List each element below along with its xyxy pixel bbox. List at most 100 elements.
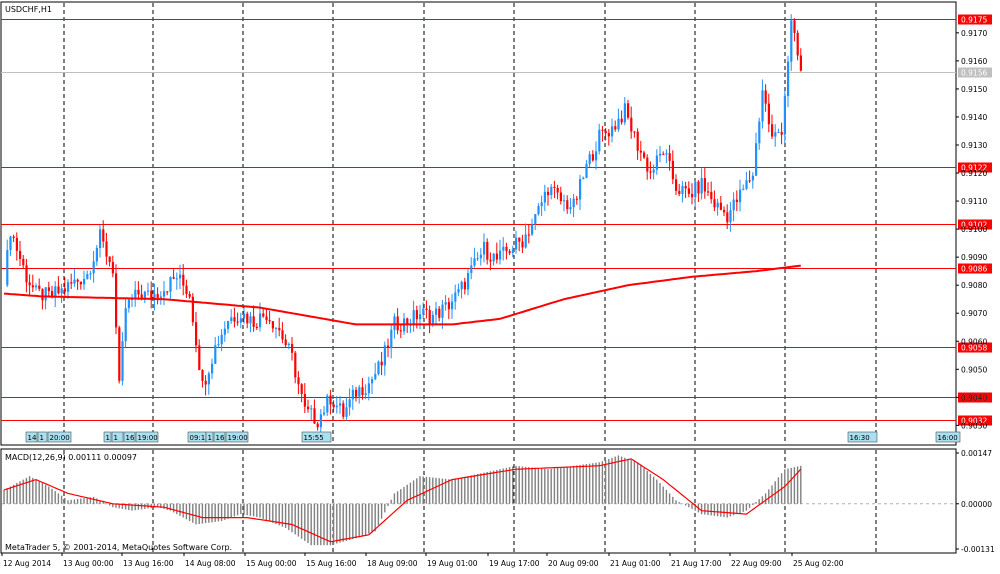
candle-body [230,317,233,322]
candle-body [435,308,438,315]
candle-body [422,308,425,315]
candle-body [246,313,249,324]
candle-body [255,326,258,328]
main-chart-frame [0,1,957,446]
candle-body [95,247,98,262]
candle-body [707,191,710,193]
candle-body [118,327,121,381]
candle-body [607,133,610,137]
candle-body [441,304,444,318]
time-axis-label: 14 Aug 08:00 [185,559,236,568]
candle-body [140,294,143,300]
candle-body [604,130,607,134]
candle-body [623,103,626,123]
candle-body [761,90,764,122]
candle-body [726,212,729,223]
candle-body [499,250,502,260]
candle-body [54,286,57,296]
candle-body [399,330,402,332]
candle-body [790,20,793,62]
price-tick-label: 0.9150 [961,85,987,94]
candle-body [153,294,156,301]
candle-body [723,209,726,213]
candle-body [659,153,662,156]
candle-body [175,278,178,280]
candle-body [371,379,374,384]
candle-body [99,229,102,248]
candle-body [694,181,697,198]
candle-body [700,178,703,194]
candle-body [31,285,34,288]
time-axis-label: 25 Aug 02:00 [793,559,844,568]
candle-body [300,384,303,395]
candle-body [342,403,345,417]
candles [6,14,802,438]
candle-body [476,258,479,260]
candle-body [649,171,652,173]
candle-body [438,308,441,318]
time-axis-label: 15 Aug 00:00 [246,559,297,568]
time-marker-label: 16:30 [850,434,870,442]
candle-body [431,314,434,324]
candle-body [198,345,201,371]
candle-body [559,192,562,202]
candle-body [323,412,326,415]
price-label-box [958,14,992,25]
candle-body [540,202,543,207]
price-tick-label: 0.9110 [961,197,987,206]
candle-body [537,206,540,215]
horizontal-lines[interactable]: 0.9175 0.9122 0.9102 0.9086 0.9058 0.9040 0.90… [1,14,992,426]
candle-body [249,316,252,324]
candle-body [713,199,716,208]
candle-body [518,237,521,242]
candle-body [665,153,668,155]
candle-body [732,199,735,211]
time-axis-label: 21 Aug 17:00 [671,559,722,568]
time-marker-label: 14 [28,434,37,442]
candle-body [553,186,556,188]
candle-body [73,279,76,284]
time-axis: 12 Aug 2014 13 Aug 00:00 13 Aug 16:00 14 Au… [1,553,844,568]
candle-body [764,90,767,104]
candle-body [735,199,738,203]
moving-average [3,264,801,326]
candle-body [137,289,140,295]
candle-body [451,301,454,310]
candle-body [310,408,313,410]
time-axis-label: 18 Aug 09:00 [367,559,418,568]
time-markers: 14 1 20:00 1 1 16 19:00 09:1 1 16 19:00 15:55 16:30 1… [25,431,961,443]
candle-body [630,117,633,132]
time-marker-box [205,431,214,443]
candle-body [156,294,159,299]
candle-body [307,406,310,410]
candle-body [115,273,118,328]
candle-body [124,308,127,342]
time-marker-box [225,431,249,443]
candle-body [447,302,450,310]
candle-body [479,254,482,259]
time-axis-label: 20 Aug 09:00 [548,559,599,568]
candle-body [739,189,742,203]
candle-body [214,345,217,364]
candle-body [259,313,262,328]
candle-body [163,291,166,297]
price-tick-label: 0.9060 [961,337,987,346]
candle-body [329,395,332,405]
candle-body [83,278,86,285]
candle-body [415,310,418,320]
candle-body [575,198,578,200]
candle-body [9,236,12,251]
candle-body [643,152,646,158]
candle-body [515,237,518,250]
price-label: 0.9058 [961,344,987,353]
candle-body [204,380,207,385]
candle-body [287,343,290,346]
candle-body [611,126,614,137]
candle-body [457,289,460,293]
price-label-box [958,392,992,403]
price-tick-label: 0.9160 [961,57,987,66]
time-axis-label: 12 Aug 2014 [3,559,51,568]
candle-body [489,259,492,262]
candle-body [348,399,351,408]
